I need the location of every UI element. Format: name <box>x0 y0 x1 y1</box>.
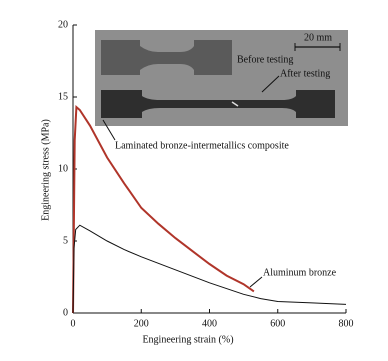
series-line <box>72 105 255 314</box>
x-tick-label: 0 <box>71 318 76 329</box>
y-tick-label: 5 <box>63 235 68 246</box>
inset-photo: 20 mm Before testing After testing <box>95 30 348 126</box>
y-tick-label: 0 <box>63 307 68 318</box>
x-tick-label: 400 <box>202 318 217 329</box>
series-line <box>72 224 347 314</box>
photo-label: After testing <box>280 68 330 79</box>
specimen-after <box>101 90 335 118</box>
leader-line <box>102 119 116 141</box>
specimen-before <box>101 40 232 75</box>
y-tick-label: 20 <box>58 19 68 30</box>
y-tick-label: 10 <box>58 163 68 174</box>
x-tick-label: 600 <box>270 318 285 329</box>
series-label: Laminated bronze-intermetallics composit… <box>115 140 289 151</box>
x-axis-label: Engineering strain (%) <box>142 334 233 345</box>
x-tick-label: 800 <box>339 318 354 329</box>
fracture <box>231 101 239 107</box>
x-tick-label: 200 <box>134 318 149 329</box>
scale-label: 20 mm <box>304 32 332 43</box>
y-axis-label: Engineering stress (MPa) <box>40 119 51 221</box>
leader-line <box>249 276 263 288</box>
y-tick-label: 15 <box>58 91 68 102</box>
leader-line <box>261 75 280 93</box>
photo-label: Before testing <box>237 54 293 65</box>
series-label: Aluminum bronze <box>263 267 337 278</box>
